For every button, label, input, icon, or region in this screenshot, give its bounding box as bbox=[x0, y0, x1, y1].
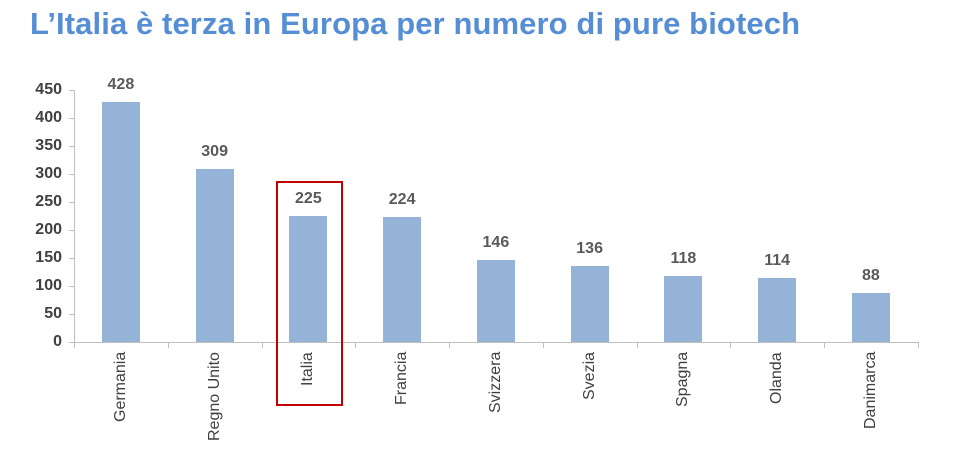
y-tick bbox=[69, 90, 74, 91]
bar-svizzera bbox=[476, 260, 515, 342]
bar-value-label: 224 bbox=[388, 190, 416, 208]
y-tick bbox=[69, 174, 74, 175]
x-category-label: Olanda bbox=[768, 352, 786, 404]
y-tick bbox=[69, 118, 74, 119]
x-tick bbox=[261, 342, 263, 348]
y-axis-line bbox=[74, 90, 75, 342]
x-category-label: Germania bbox=[111, 351, 129, 422]
x-category-label: Francia bbox=[393, 351, 411, 405]
bar-value-label: 225 bbox=[295, 190, 322, 207]
x-tick bbox=[730, 342, 732, 348]
y-tick-label: 450 bbox=[35, 81, 62, 98]
y-tick-label: 150 bbox=[35, 249, 62, 266]
y-tick bbox=[69, 146, 74, 147]
bar-value-label: 118 bbox=[670, 249, 697, 267]
bar-value-label: 428 bbox=[107, 76, 135, 94]
y-tick bbox=[69, 230, 74, 231]
x-category-label: Italia bbox=[299, 352, 317, 386]
x-tick bbox=[449, 342, 450, 348]
x-category-label: Svizzera bbox=[486, 351, 504, 413]
bar-svezia bbox=[570, 265, 609, 342]
bar-value-label: 146 bbox=[482, 234, 510, 252]
bar-value-label: 136 bbox=[576, 239, 603, 257]
x-category-label: Svezia bbox=[580, 351, 598, 400]
bar-regno-unito bbox=[195, 168, 234, 342]
bar-olanda bbox=[758, 278, 797, 342]
chart-title: L’Italia è terza in Europa per numero di… bbox=[30, 6, 801, 41]
y-tick bbox=[69, 258, 74, 259]
x-tick bbox=[824, 342, 825, 348]
x-category-label: Danimarca bbox=[861, 351, 879, 429]
bar-value-label: 114 bbox=[764, 252, 791, 270]
bar-italia bbox=[289, 216, 328, 342]
y-tick-label: 250 bbox=[35, 193, 62, 210]
y-tick-label: 100 bbox=[35, 277, 62, 294]
y-tick-label: 200 bbox=[35, 221, 62, 238]
bar-danimarca bbox=[851, 292, 890, 342]
x-tick bbox=[355, 342, 357, 348]
y-tick bbox=[69, 286, 74, 287]
x-tick bbox=[917, 342, 919, 348]
italia-highlight-box bbox=[276, 181, 343, 406]
y-tick-label: 350 bbox=[35, 137, 62, 154]
x-tick bbox=[542, 342, 544, 348]
bar-francia bbox=[383, 216, 422, 342]
bar-spagna bbox=[664, 275, 703, 342]
x-category-label: Regno Unito bbox=[205, 352, 223, 441]
y-tick bbox=[69, 342, 74, 343]
x-tick bbox=[636, 342, 638, 348]
bar-value-label: 309 bbox=[201, 142, 228, 160]
y-tick-label: 0 bbox=[53, 333, 62, 350]
x-axis-line bbox=[74, 342, 919, 343]
y-tick-label: 300 bbox=[35, 165, 62, 182]
y-tick bbox=[69, 202, 74, 203]
bar-germania bbox=[101, 102, 140, 342]
bar-value-label: 88 bbox=[861, 266, 880, 284]
x-tick bbox=[167, 342, 169, 348]
y-tick bbox=[69, 314, 74, 315]
x-tick bbox=[74, 342, 75, 348]
x-category-label: Spagna bbox=[674, 351, 692, 407]
y-tick-label: 50 bbox=[44, 305, 62, 322]
y-tick-label: 400 bbox=[35, 109, 62, 126]
